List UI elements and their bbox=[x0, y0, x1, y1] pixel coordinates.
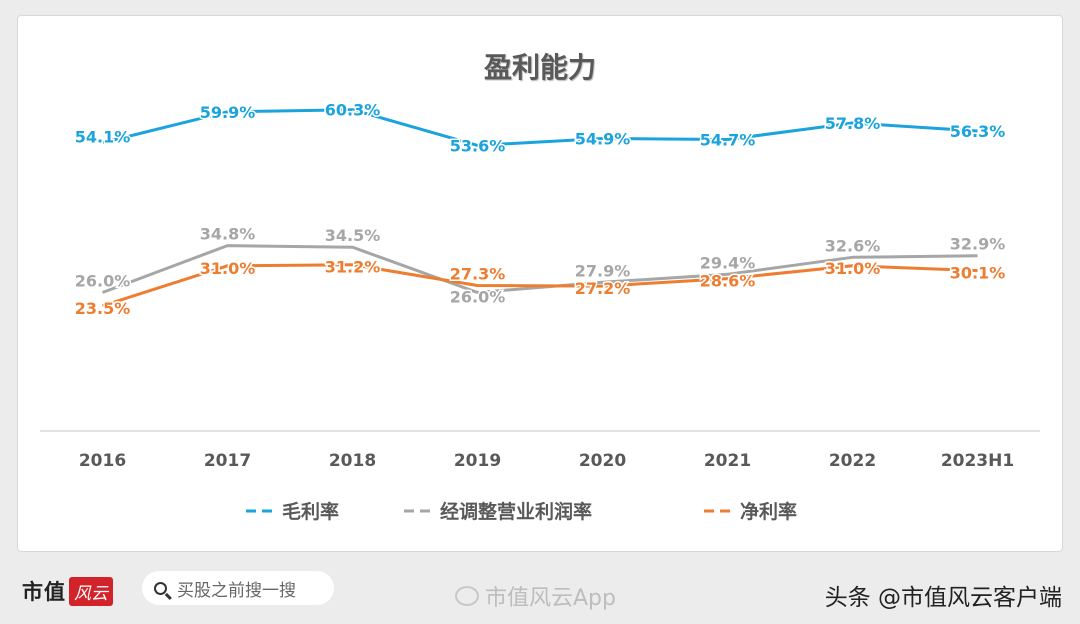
data-label: 27.2% bbox=[575, 279, 631, 298]
data-label: 56.3% bbox=[950, 122, 1006, 141]
line-chart: 2016 2017 2018 2019 2020 2021 2022 2023H1 54.1% 5… bbox=[40, 99, 1040, 523]
x-tick-label: 2020 bbox=[579, 451, 626, 471]
data-label: 54.9% bbox=[575, 129, 631, 148]
series-line-1 bbox=[102, 108, 978, 147]
legend-label: 毛利率 bbox=[282, 500, 339, 523]
chart-card bbox=[17, 15, 1063, 552]
x-tick-label: 2017 bbox=[204, 451, 251, 471]
data-label: 57.8% bbox=[825, 114, 881, 133]
data-label: 29.4% bbox=[700, 253, 756, 272]
x-tick-label: 2019 bbox=[454, 451, 501, 471]
search-box[interactable]: 买股之前搜一搜 bbox=[142, 571, 334, 605]
data-label: 26.0% bbox=[75, 271, 131, 290]
data-label: 31.2% bbox=[325, 258, 381, 277]
legend-label: 经调整营业利润率 bbox=[440, 500, 592, 523]
data-label: 54.7% bbox=[700, 131, 756, 150]
data-label: 27.9% bbox=[575, 261, 631, 280]
logo-text: 市值 bbox=[22, 580, 66, 604]
data-label: 34.8% bbox=[200, 225, 256, 244]
data-label: 30.1% bbox=[950, 264, 1006, 283]
data-label: 27.3% bbox=[450, 265, 506, 284]
brand-logo[interactable]: 市值 风云 bbox=[22, 576, 113, 606]
x-tick-label: 2021 bbox=[704, 451, 751, 471]
x-tick-label: 2022 bbox=[829, 451, 876, 471]
data-label: 31.0% bbox=[200, 259, 256, 278]
data-label: 53.6% bbox=[450, 136, 506, 155]
weibo-text: 市值风云App bbox=[485, 586, 616, 611]
data-label: 32.6% bbox=[825, 236, 881, 255]
search-icon bbox=[154, 581, 167, 595]
series-line-2 bbox=[101, 244, 978, 294]
data-label: 34.5% bbox=[325, 226, 381, 245]
legend-label: 净利率 bbox=[740, 500, 797, 523]
data-label: 54.1% bbox=[75, 128, 131, 147]
x-tick-label: 2018 bbox=[329, 451, 376, 471]
x-tick-label: 2023H1 bbox=[941, 451, 1014, 471]
attribution-text: 头条 @市值风云客户端 bbox=[824, 585, 1062, 611]
weibo-watermark: 市值风云App bbox=[455, 580, 616, 612]
weibo-icon bbox=[455, 586, 479, 606]
logo-mark: 风云 bbox=[69, 576, 113, 606]
data-label: 60.3% bbox=[325, 101, 381, 120]
data-label: 31.0% bbox=[825, 259, 881, 278]
series-line-3 bbox=[102, 263, 978, 308]
data-label: 32.9% bbox=[950, 235, 1006, 254]
data-label: 23.5% bbox=[75, 299, 131, 318]
x-tick-label: 2016 bbox=[79, 451, 126, 471]
chart-title: 盈利能力 bbox=[483, 51, 596, 84]
footer: 市值 风云 买股之前搜一搜 市值风云App 头条 @市值风云客户端 bbox=[0, 560, 1080, 624]
data-label: 26.0% bbox=[450, 287, 506, 306]
data-label: 28.6% bbox=[700, 272, 756, 291]
data-label: 59.9% bbox=[200, 103, 256, 122]
search-placeholder: 买股之前搜一搜 bbox=[177, 580, 296, 601]
